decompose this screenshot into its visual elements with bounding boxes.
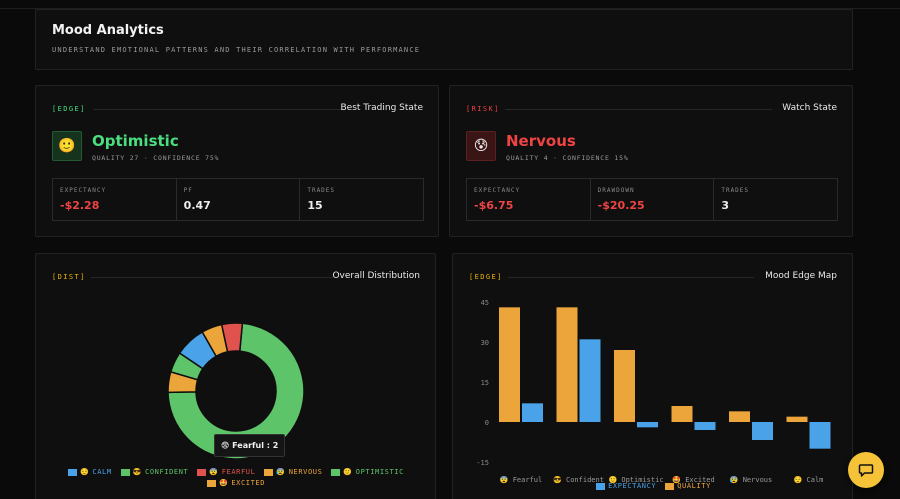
y-tick-label: 30 [481,339,489,347]
legend-item-optimistic[interactable]: 🙂 OPTIMISTIC [331,468,403,476]
distribution-legend: 😌 CALM 😎 CONFIDENT 😨 FEARFUL 😰 NERVOUS 🙂 OPTI… [56,468,416,487]
page-title: Mood Analytics [52,23,164,38]
best-state-rule [93,109,346,110]
legend-item-calm[interactable]: 😌 CALM [68,468,112,476]
donut-chart[interactable] [36,294,437,494]
smile-icon: 🙂 [52,131,82,161]
best-state-tag: [EDGE] [52,105,86,113]
edge-map-title: Mood Edge Map [765,271,837,281]
bar-expectancy-calm[interactable] [809,422,831,449]
best-state-title: Best Trading State [340,103,424,113]
legend-item-expectancy[interactable]: EXPECTANCY [596,482,656,490]
watch-stat-expectancy: EXPECTANCY -$6.75 [467,179,591,220]
best-stat-trades: TRADES 15 [307,187,336,212]
bar-quality-nervous[interactable] [729,411,750,422]
edge-map-legend: EXPECTANCY QUALITY [453,482,854,490]
best-stats: EXPECTANCY -$2.28 PF 0.47 TRADES 15 [52,178,424,221]
bar-expectancy-excited[interactable] [694,422,716,430]
bar-chart[interactable]: 45 30 15 0 -15 😨 Fearful 😎 Confident 🙂 Optimist… [453,294,854,494]
x-tick-label: 😌 Calm [794,475,824,484]
watch-stats: EXPECTANCY -$6.75 DRAWDOWN -$20.25 TRADE… [466,178,838,221]
best-mood-name: Optimistic [92,132,179,150]
chat-button[interactable] [848,452,884,488]
bar-expectancy-nervous[interactable] [752,422,773,440]
watch-state-tag: [RISK] [466,105,500,113]
best-stat-expectancy: EXPECTANCY -$2.28 [53,179,177,220]
edge-map-card: [EDGE] Mood Edge Map 45 30 15 0 -15 😨 Fearful… [452,253,853,499]
bar-quality-optimistic[interactable] [614,350,635,422]
x-tick-label: 🤩 Excited [672,475,714,484]
chart-tooltip: 😨 Fearful : 2 [214,434,286,457]
legend-item-fearful[interactable]: 😨 FEARFUL [197,468,255,476]
distribution-rule [91,277,333,278]
watch-state-title: Watch State [782,103,837,113]
best-stat-pf: PF 0.47 [177,179,301,220]
distribution-title: Overall Distribution [332,271,420,281]
legend-item-nervous[interactable]: 😰 NERVOUS [264,468,322,476]
edge-map-rule [508,277,754,278]
top-divider [0,8,900,9]
bar-expectancy-optimistic[interactable] [637,422,658,428]
best-mood-meta: QUALITY 27 · CONFIDENCE 75% [92,154,220,162]
donut-slice-confident[interactable] [167,322,305,460]
y-tick-label: 0 [485,419,489,427]
watch-mood-meta: QUALITY 4 · CONFIDENCE 15% [506,154,629,162]
y-tick-label: 15 [481,379,489,387]
anxious-face-icon: 😰 [466,131,496,161]
bar-quality-confident[interactable] [556,307,578,422]
edge-map-tag: [EDGE] [469,273,503,281]
bar-quality-calm[interactable] [786,416,808,422]
header-panel: Mood Analytics UNDERSTAND EMOTIONAL PATT… [35,9,853,70]
distribution-card: [DIST] Overall Distribution 😨 Fearful : … [35,253,436,499]
y-tick-label: -15 [476,459,489,467]
watch-state-card: [RISK] Watch State 😰 Nervous QUALITY 4 ·… [449,85,853,237]
watch-state-rule [505,109,772,110]
watch-stat-trades: TRADES 3 [721,187,750,212]
best-state-card: [EDGE] Best Trading State 🙂 Optimistic Q… [35,85,439,237]
legend-item-confident[interactable]: 😎 CONFIDENT [120,468,189,476]
bar-expectancy-fearful[interactable] [522,403,543,422]
distribution-tag: [DIST] [52,273,86,281]
x-tick-label: 😰 Nervous [730,475,772,484]
y-tick-label: 45 [481,299,489,307]
legend-item-quality[interactable]: QUALITY [665,482,711,490]
watch-stat-drawdown: DRAWDOWN -$20.25 [591,179,715,220]
bar-expectancy-confident[interactable] [579,339,601,422]
watch-mood-name: Nervous [506,132,576,150]
x-tick-label: 😨 Fearful [500,475,542,484]
donut-slice-fearful[interactable] [220,322,244,353]
legend-item-excited[interactable]: 🤩 EXCITED [206,479,265,487]
bar-quality-fearful[interactable] [499,307,520,422]
x-tick-label: 😎 Confident [553,475,604,484]
chat-icon [858,464,874,477]
x-tick-label: 🙂 Optimistic [608,475,663,484]
page-subtitle: UNDERSTAND EMOTIONAL PATTERNS AND THEIR … [52,46,421,54]
bar-quality-excited[interactable] [671,406,693,422]
